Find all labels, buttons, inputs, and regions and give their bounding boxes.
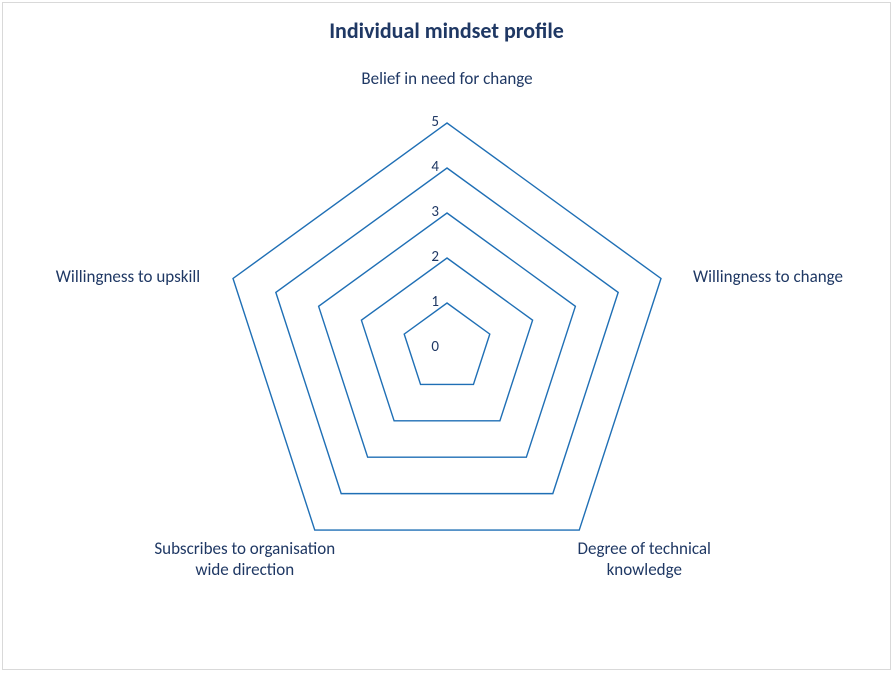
tick-label-5: 5	[419, 113, 439, 131]
radar-chart-svg	[3, 3, 892, 671]
axis-label-3: Subscribes to organisation wide directio…	[145, 538, 345, 581]
tick-label-4: 4	[419, 158, 439, 176]
axis-label-1: Willingness to change	[673, 266, 863, 287]
radar-chart-frame: Individual mindset profile Belief in nee…	[2, 2, 891, 670]
axis-label-4: Willingness to upskill	[33, 266, 223, 287]
axis-label-0: Belief in need for change	[347, 68, 547, 89]
tick-label-2: 2	[419, 248, 439, 266]
tick-label-3: 3	[419, 203, 439, 221]
axis-label-2: Degree of technical knowledge	[549, 538, 739, 581]
tick-label-1: 1	[419, 293, 439, 311]
tick-label-0: 0	[419, 338, 439, 356]
